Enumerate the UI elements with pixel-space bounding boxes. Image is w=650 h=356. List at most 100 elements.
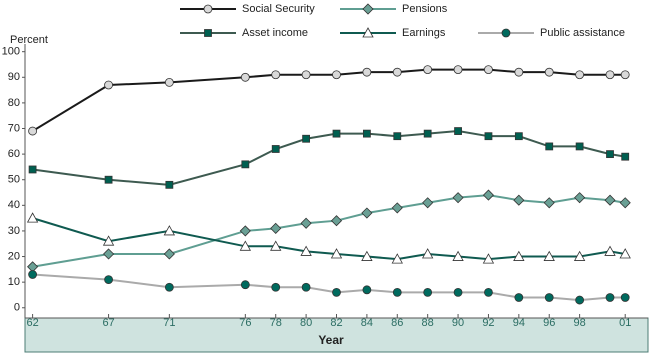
data-point [164,78,174,87]
y-tick-label: 40 [8,199,20,211]
data-point [620,70,630,80]
data-point [619,248,631,259]
data-point [241,160,250,169]
x-axis-band [24,317,649,353]
x-tick-label: 67 [102,317,114,329]
x-tick-label: 62 [26,317,38,329]
series-line [32,130,626,186]
x-tick-label: 92 [482,317,494,329]
data-point [544,293,554,302]
data-point [575,70,585,80]
data-point [482,189,495,201]
legend-label: Earnings [402,27,446,39]
x-tick-label: 71 [163,317,175,329]
data-point [332,70,341,80]
data-point [453,287,463,297]
data-point [164,282,174,292]
legend-label: Pensions [402,3,448,15]
data-point [301,70,311,80]
y-tick-label: 20 [8,250,20,262]
data-point [165,180,174,189]
data-point [514,132,523,141]
data-point [452,192,464,204]
x-tick-label: 82 [330,317,342,329]
y-tick-label: 60 [8,148,20,160]
data-point [453,65,463,75]
data-point [391,253,403,264]
data-point [270,222,282,234]
legend-marker [204,29,212,37]
legend-label: Public assistance [540,27,625,39]
data-point [28,270,37,279]
y-tick-label: 0 [14,302,20,314]
data-point [543,197,555,209]
data-point [361,250,373,261]
data-point [514,67,524,77]
data-point [605,293,615,302]
y-tick-label: 10 [8,276,20,288]
y-tick-label: 80 [8,97,20,109]
data-point [362,67,372,77]
data-point [543,250,555,261]
data-point [392,67,402,77]
data-point [423,129,432,138]
data-point [301,282,311,292]
data-point [362,285,372,295]
x-tick-label: 80 [300,317,312,329]
legend-label: Social Security [242,3,315,15]
data-point [302,134,311,143]
legend-marker [203,4,213,14]
data-point [163,248,175,260]
y-tick-label: 50 [8,174,20,186]
data-point [362,129,371,138]
series-line [32,273,626,302]
data-point [574,192,586,204]
data-point [104,275,113,284]
data-point [392,287,402,297]
data-point [332,129,341,138]
x-tick-label: 96 [543,317,555,329]
x-tick-label: 01 [619,317,631,329]
data-point [514,293,524,302]
data-point [104,80,113,90]
data-point [545,142,554,151]
data-point [391,202,403,214]
data-point [271,70,281,80]
legend-marker [362,3,374,15]
x-tick-label: 98 [573,317,585,329]
x-tick-label: 88 [422,317,434,329]
data-point [270,240,282,251]
data-point [484,132,493,141]
data-point [423,287,433,297]
legend-label: Asset income [242,27,308,39]
series-line [32,68,626,132]
data-point [332,287,341,297]
data-point [361,207,373,219]
data-point [422,197,434,209]
data-point [621,152,630,161]
data-point [271,282,281,292]
data-point [102,235,115,246]
x-tick-label: 90 [452,317,464,329]
data-point [544,67,554,77]
data-point [604,194,616,206]
data-point [423,65,433,75]
data-point [605,70,615,80]
data-point [271,145,280,153]
y-axis-label: Percent [10,34,48,46]
data-point [604,245,616,256]
data-point [330,248,343,259]
y-tick-label: 70 [8,122,20,134]
data-point [28,165,37,174]
data-point [421,248,434,259]
y-tick-label: 100 [2,46,20,58]
data-point [239,240,252,251]
legend-marker [362,27,374,38]
series-line [32,217,626,261]
data-point [330,215,343,227]
data-point [26,212,39,223]
data-point [575,295,585,305]
data-point [513,250,525,261]
